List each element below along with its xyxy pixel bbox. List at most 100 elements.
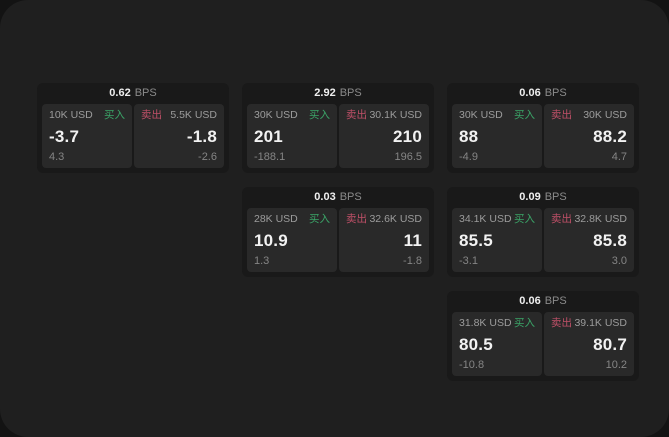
buy-delta: -3.1 (459, 255, 478, 267)
bps-unit-label: BPS (339, 191, 362, 203)
buy-price: -3.7 (49, 126, 80, 146)
bps-value: 0.03 (314, 191, 336, 203)
buy-delta: -188.1 (254, 151, 286, 163)
sell-pane[interactable]: 卖出 32.6K USD 11 -1.8 (339, 208, 429, 272)
sell-price: 85.8 (593, 230, 627, 250)
card-header: 0.62 BPS (37, 83, 229, 104)
card-body: 28K USD 买入 10.9 1.3 卖出 32.6K USD 11 -1.8 (242, 208, 434, 277)
buy-side-label: 买入 (514, 213, 535, 225)
buy-amount: 31.8K USD (459, 318, 512, 329)
buy-side-label: 买入 (514, 109, 535, 121)
sell-amount: 30K USD (583, 110, 627, 121)
card-header: 0.03 BPS (242, 187, 434, 208)
buy-pane[interactable]: 10K USD 买入 -3.7 4.3 (42, 104, 132, 168)
buy-delta: -10.8 (459, 359, 485, 371)
buy-side-label: 买入 (309, 213, 330, 225)
buy-side-label: 买入 (514, 317, 535, 329)
quote-card: 0.03 BPS 28K USD 买入 10.9 1.3 卖出 32.6K US… (242, 187, 434, 277)
sell-price: 11 (403, 230, 422, 250)
sell-amount: 32.6K USD (369, 214, 422, 225)
buy-amount: 34.1K USD (459, 214, 512, 225)
card-body: 31.8K USD 买入 80.5 -10.8 卖出 39.1K USD 80.… (447, 312, 639, 381)
buy-price: 85.5 (459, 230, 493, 250)
buy-amount: 10K USD (49, 110, 93, 121)
card-body: 30K USD 买入 88 -4.9 卖出 30K USD 88.2 4.7 (447, 104, 639, 173)
quote-card: 0.62 BPS 10K USD 买入 -3.7 4.3 卖出 5.5K USD… (37, 83, 229, 173)
quote-card: 0.06 BPS 31.8K USD 买入 80.5 -10.8 卖出 39.1… (447, 291, 639, 381)
sell-pane[interactable]: 卖出 30.1K USD 210 196.5 (339, 104, 429, 168)
buy-pane-top: 30K USD 买入 (254, 110, 330, 121)
bps-unit-label: BPS (134, 87, 157, 99)
card-header: 0.09 BPS (447, 187, 639, 208)
quote-card: 0.06 BPS 30K USD 买入 88 -4.9 卖出 30K USD 8… (447, 83, 639, 173)
card-header: 2.92 BPS (242, 83, 434, 104)
card-header: 0.06 BPS (447, 291, 639, 312)
sell-pane[interactable]: 卖出 5.5K USD -1.8 -2.6 (134, 104, 224, 168)
card-body: 34.1K USD 买入 85.5 -3.1 卖出 32.8K USD 85.8… (447, 208, 639, 277)
bps-unit-label: BPS (544, 295, 567, 307)
sell-price: 80.7 (593, 334, 627, 354)
sell-side-label: 卖出 (141, 109, 162, 121)
sell-side-label: 卖出 (346, 213, 367, 225)
bps-unit-label: BPS (544, 87, 567, 99)
card-body: 10K USD 买入 -3.7 4.3 卖出 5.5K USD -1.8 -2.… (37, 104, 229, 173)
sell-delta: -2.6 (198, 151, 217, 163)
buy-pane-top: 30K USD 买入 (459, 110, 535, 121)
buy-pane-top: 34.1K USD 买入 (459, 214, 535, 225)
buy-delta: 4.3 (49, 151, 65, 163)
quote-card: 2.92 BPS 30K USD 买入 201 -188.1 卖出 30.1K … (242, 83, 434, 173)
buy-amount: 28K USD (254, 214, 298, 225)
sell-pane-top: 卖出 32.8K USD (551, 214, 627, 225)
buy-side-label: 买入 (309, 109, 330, 121)
buy-delta: 1.3 (254, 255, 270, 267)
sell-pane[interactable]: 卖出 39.1K USD 80.7 10.2 (544, 312, 634, 376)
sell-pane-top: 卖出 30K USD (551, 110, 627, 121)
buy-amount: 30K USD (459, 110, 503, 121)
sell-pane[interactable]: 卖出 32.8K USD 85.8 3.0 (544, 208, 634, 272)
sell-delta: 196.5 (394, 151, 422, 163)
bps-value: 0.06 (519, 295, 541, 307)
sell-price: 88.2 (593, 126, 627, 146)
buy-delta: -4.9 (459, 151, 478, 163)
sell-pane-top: 卖出 30.1K USD (346, 110, 422, 121)
buy-pane[interactable]: 30K USD 买入 201 -188.1 (247, 104, 337, 168)
sell-delta: 4.7 (611, 151, 627, 163)
quote-card: 0.09 BPS 34.1K USD 买入 85.5 -3.1 卖出 32.8K… (447, 187, 639, 277)
buy-pane[interactable]: 30K USD 买入 88 -4.9 (452, 104, 542, 168)
buy-side-label: 买入 (104, 109, 125, 121)
buy-price: 201 (254, 126, 283, 146)
sell-side-label: 卖出 (551, 109, 572, 121)
card-body: 30K USD 买入 201 -188.1 卖出 30.1K USD 210 1… (242, 104, 434, 173)
bps-value: 0.09 (519, 191, 541, 203)
sell-price: 210 (393, 126, 422, 146)
card-header: 0.06 BPS (447, 83, 639, 104)
sell-amount: 39.1K USD (574, 318, 627, 329)
bps-unit-label: BPS (544, 191, 567, 203)
sell-delta: 3.0 (611, 255, 627, 267)
buy-pane[interactable]: 28K USD 买入 10.9 1.3 (247, 208, 337, 272)
buy-pane-top: 31.8K USD 买入 (459, 318, 535, 329)
sell-delta: 10.2 (605, 359, 627, 371)
sell-pane-top: 卖出 39.1K USD (551, 318, 627, 329)
bps-value: 0.06 (519, 87, 541, 99)
sell-pane-top: 卖出 5.5K USD (141, 110, 217, 121)
sell-pane-top: 卖出 32.6K USD (346, 214, 422, 225)
sell-amount: 5.5K USD (170, 110, 217, 121)
sell-price: -1.8 (186, 126, 217, 146)
buy-pane[interactable]: 31.8K USD 买入 80.5 -10.8 (452, 312, 542, 376)
buy-price: 80.5 (459, 334, 493, 354)
sell-amount: 30.1K USD (369, 110, 422, 121)
buy-pane-top: 10K USD 买入 (49, 110, 125, 121)
bps-unit-label: BPS (339, 87, 362, 99)
buy-pane[interactable]: 34.1K USD 买入 85.5 -3.1 (452, 208, 542, 272)
sell-pane[interactable]: 卖出 30K USD 88.2 4.7 (544, 104, 634, 168)
buy-pane-top: 28K USD 买入 (254, 214, 330, 225)
buy-price: 10.9 (254, 230, 288, 250)
sell-side-label: 卖出 (551, 317, 572, 329)
sell-side-label: 卖出 (551, 213, 572, 225)
sell-side-label: 卖出 (346, 109, 367, 121)
buy-amount: 30K USD (254, 110, 298, 121)
bps-value: 0.62 (109, 87, 131, 99)
buy-price: 88 (459, 126, 479, 146)
